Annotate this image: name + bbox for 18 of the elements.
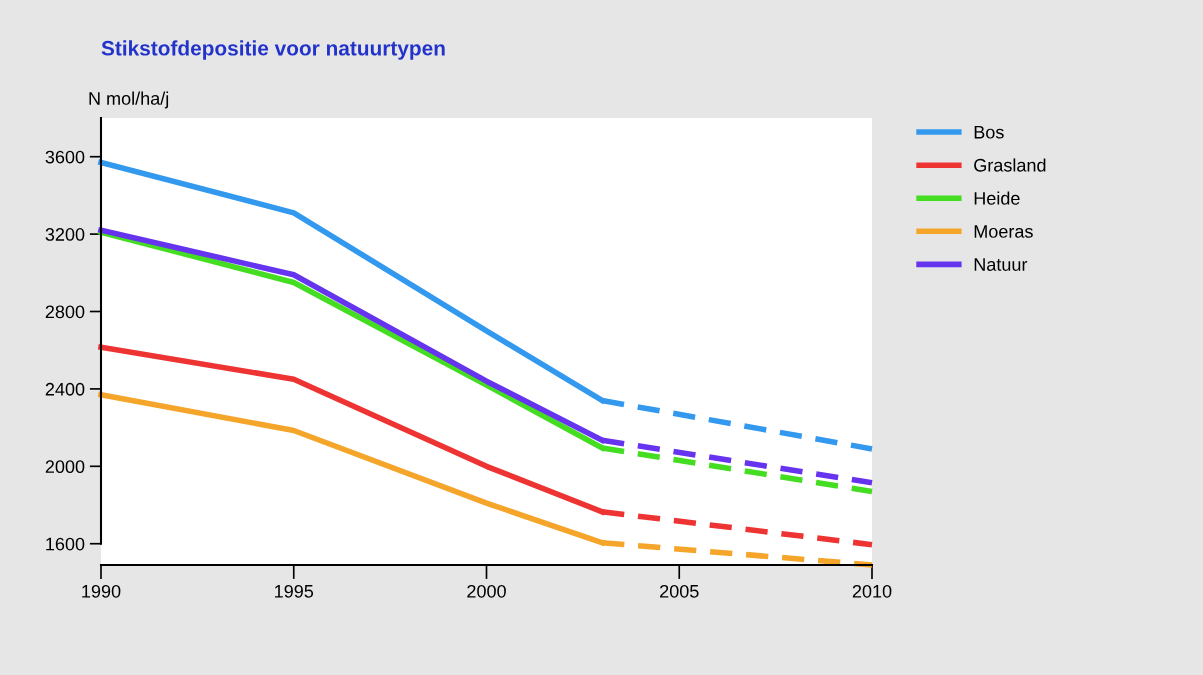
legend-label: Heide <box>974 191 1020 205</box>
legend-label: Natuur <box>974 258 1028 271</box>
y-tick-label: 3200 <box>45 228 85 241</box>
y-axis-title: N mol/ha/j <box>89 91 169 109</box>
legend-label: Bos <box>974 125 1004 139</box>
y-tick-label: 2800 <box>45 305 85 319</box>
x-tick-label: 2000 <box>467 584 506 598</box>
legend-label: Moeras <box>974 225 1033 238</box>
chart-title: Stikstofdepositie voor natuurtypen <box>101 40 445 60</box>
y-tick-label: 1600 <box>46 537 85 551</box>
legend-label: Grasland <box>974 158 1046 172</box>
y-tick-label: 2000 <box>45 460 85 474</box>
x-tick-label: 2010 <box>852 584 892 598</box>
y-tick-label: 3600 <box>45 150 85 164</box>
x-tick-label: 2005 <box>660 584 699 598</box>
y-tick-label: 2400 <box>45 382 85 396</box>
x-tick-label: 1995 <box>275 584 314 598</box>
x-tick-label: 1990 <box>82 584 121 598</box>
